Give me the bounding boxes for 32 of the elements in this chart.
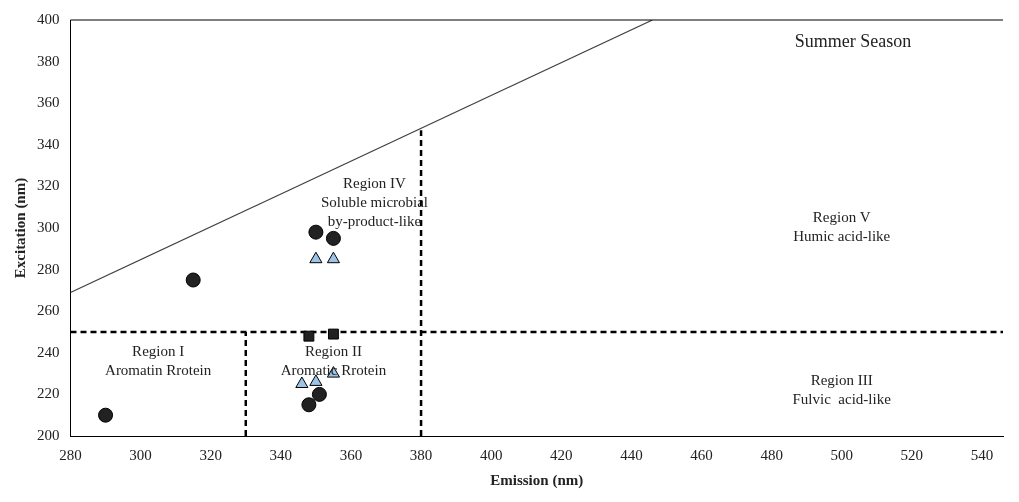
y-tick-label: 400: [37, 10, 60, 27]
x-tick-label: 480: [760, 446, 783, 463]
x-tick-label: 320: [199, 446, 222, 463]
annotation: Region III Fulvic acid-like: [792, 371, 892, 407]
x-tick-label: 440: [620, 446, 643, 463]
y-tick-label: 320: [37, 177, 60, 194]
annotation: Region V Humic acid-like: [793, 209, 891, 245]
y-tick-label: 380: [37, 52, 60, 69]
y-tick-label: 360: [37, 94, 60, 111]
x-tick-label: 540: [970, 446, 994, 463]
x-tick-label: 420: [550, 446, 573, 463]
x-tick-label: 300: [129, 446, 152, 463]
x-tick-label: 520: [900, 446, 924, 463]
x-tick-label: 380: [409, 446, 433, 463]
y-tick-label: 280: [37, 260, 60, 277]
text: Summer Season: [794, 30, 912, 51]
x-axis-title: Emission (nm): [490, 471, 584, 489]
y-tick-label: 200: [37, 426, 60, 443]
x-tick-label: 400: [479, 446, 503, 463]
y-tick-label: 260: [37, 302, 60, 319]
y-tick-label: 300: [37, 218, 60, 235]
x-tick-label: 500: [830, 446, 853, 463]
y-tick-label: 220: [37, 385, 60, 402]
y-axis-title: Excitation (nm): [11, 177, 29, 279]
x-tick-label: 360: [339, 446, 363, 463]
annotation: Region IV Soluble microbial by-product-like: [320, 174, 429, 229]
x-tick-label: 280: [59, 446, 82, 463]
x-tick-label: 460: [690, 446, 713, 463]
x-tick-label: 340: [269, 446, 293, 463]
y-tick-label: 240: [37, 343, 60, 360]
y-tick-label: 340: [37, 135, 60, 152]
annotation: Region I Aromatin Rrotein: [105, 342, 212, 378]
